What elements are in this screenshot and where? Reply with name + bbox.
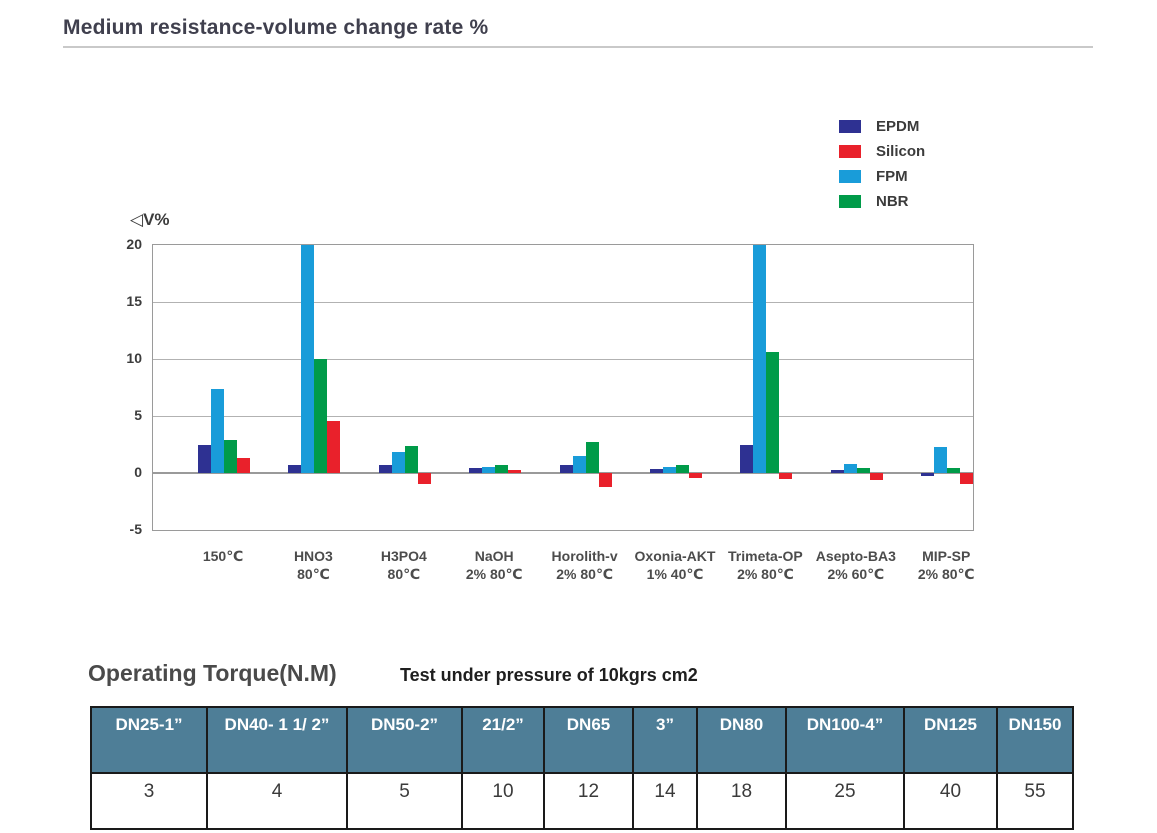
legend-label: EPDM <box>876 117 920 135</box>
gridline-y-15 <box>153 302 973 303</box>
torque-header-cell: DN80 <box>696 706 787 774</box>
torque-section-heading: Operating Torque(N.M) <box>88 660 337 686</box>
bar-nbr-7 <box>766 352 780 473</box>
y-axis-title: ◁V% <box>130 210 170 229</box>
x-label-4: NaOH 2% 80℃ <box>465 548 523 582</box>
legend-item-fpm: FPM <box>839 167 925 185</box>
bar-silicon-4 <box>508 469 522 473</box>
legend-swatch-nbr <box>839 194 861 208</box>
bar-silicon-7 <box>779 473 793 479</box>
torque-header-cell: DN50-2” <box>346 706 463 774</box>
bar-nbr-3 <box>404 445 418 473</box>
torque-header-cell: 3” <box>632 706 698 774</box>
torque-section-subtitle: Test under pressure of 10kgrs cm2 <box>400 665 698 685</box>
bar-fpm-2 <box>301 245 315 473</box>
x-label-8: Asepto-BA3 2% 60℃ <box>815 548 896 582</box>
torque-header-cell: DN150 <box>996 706 1074 774</box>
chart-legend: EPDM Silicon FPM NBR <box>839 117 926 210</box>
x-label-1: 150℃ <box>202 548 244 564</box>
title-divider <box>63 46 1093 48</box>
bar-nbr-4 <box>495 465 509 473</box>
torque-value-cell: 4 <box>206 772 348 830</box>
bar-nbr-6 <box>676 465 689 473</box>
legend-label: FPM <box>876 167 908 185</box>
torque-header-row: DN25-1” DN40- 1 1/ 2” DN50-2” 21/2” DN65 3” DN… <box>90 706 1074 774</box>
torque-value-cell: 12 <box>543 772 634 830</box>
x-label-7: Trimeta-OP 2% 80℃ <box>728 548 803 582</box>
x-label-3: H3PO4 80℃ <box>380 548 427 582</box>
torque-value-cell: 55 <box>996 772 1074 830</box>
bar-epdm-7 <box>740 444 754 473</box>
legend-item-nbr: NBR <box>839 192 925 210</box>
torque-header-cell: DN25-1” <box>90 706 208 774</box>
torque-header-cell: DN40- 1 1/ 2” <box>206 706 348 774</box>
torque-header-cell: 21/2” <box>461 706 545 774</box>
torque-header-cell: DN65 <box>543 706 634 774</box>
gridline-y-5 <box>153 416 973 417</box>
legend-item-epdm: EPDM <box>839 117 925 135</box>
legend-label: Silicon <box>876 142 926 160</box>
gridline-y-0 <box>153 472 973 474</box>
bar-nbr-8 <box>856 467 870 473</box>
bar-epdm-2 <box>288 465 302 473</box>
legend-swatch-epdm <box>839 119 861 133</box>
bar-nbr-1 <box>224 439 237 473</box>
y-tick-20: 20 <box>126 236 142 252</box>
x-label-5: Horolith-v 2% 80℃ <box>551 548 618 582</box>
page-title: Medium resistance-volume change rate % <box>63 16 489 39</box>
y-tick--5: -5 <box>129 521 142 537</box>
bar-silicon-9 <box>960 473 974 485</box>
y-tick-15: 15 <box>126 293 142 309</box>
torque-value-cell: 25 <box>785 772 905 830</box>
bar-nbr-2 <box>314 359 328 473</box>
torque-value-cell: 14 <box>632 772 698 830</box>
bar-epdm-9 <box>921 473 935 477</box>
torque-value-cell: 3 <box>90 772 208 830</box>
legend-swatch-silicon <box>839 144 861 158</box>
bar-fpm-3 <box>391 452 405 473</box>
bar-silicon-6 <box>689 473 702 478</box>
bar-fpm-7 <box>753 245 767 473</box>
bar-silicon-8 <box>869 473 883 480</box>
torque-value-cell: 18 <box>696 772 787 830</box>
bar-fpm-5 <box>572 455 586 473</box>
bar-chart-plot-area <box>152 244 974 531</box>
legend-label: NBR <box>876 192 909 210</box>
bar-fpm-1 <box>211 388 224 473</box>
legend-item-silicon: Silicon <box>839 142 926 160</box>
operating-torque-table: DN25-1” DN40- 1 1/ 2” DN50-2” 21/2” DN65 3” DN… <box>90 706 1074 830</box>
bar-epdm-3 <box>378 465 392 473</box>
bar-epdm-8 <box>830 469 844 473</box>
x-label-6: Oxonia-AKT 1% 40℃ <box>634 548 716 582</box>
bar-fpm-4 <box>482 466 496 473</box>
bar-epdm-4 <box>469 468 483 473</box>
x-label-9: MIP-SP 2% 80℃ <box>917 548 975 582</box>
torque-value-cell: 40 <box>903 772 998 830</box>
bar-epdm-6 <box>650 469 663 473</box>
bar-silicon-2 <box>327 420 341 473</box>
bar-fpm-6 <box>663 466 676 473</box>
bar-fpm-9 <box>934 446 948 473</box>
y-tick-5: 5 <box>134 407 142 423</box>
y-tick-0: 0 <box>134 464 142 480</box>
bar-silicon-3 <box>417 473 431 485</box>
legend-swatch-fpm <box>839 169 861 183</box>
gridline-y-10 <box>153 359 973 360</box>
bar-silicon-1 <box>237 458 250 473</box>
torque-header-cell: DN125 <box>903 706 998 774</box>
bar-epdm-1 <box>198 444 211 473</box>
bar-nbr-5 <box>585 442 599 473</box>
bar-nbr-9 <box>947 467 961 473</box>
bar-epdm-5 <box>559 465 573 473</box>
torque-value-row: 3 4 5 10 12 14 18 25 40 55 <box>90 772 1074 830</box>
x-label-2: HNO3 80℃ <box>293 548 333 582</box>
torque-header-cell: DN100-4” <box>785 706 905 774</box>
bar-fpm-8 <box>843 463 857 473</box>
torque-value-cell: 10 <box>461 772 545 830</box>
torque-value-cell: 5 <box>346 772 463 830</box>
y-tick-10: 10 <box>126 350 142 366</box>
bar-silicon-5 <box>598 473 612 487</box>
